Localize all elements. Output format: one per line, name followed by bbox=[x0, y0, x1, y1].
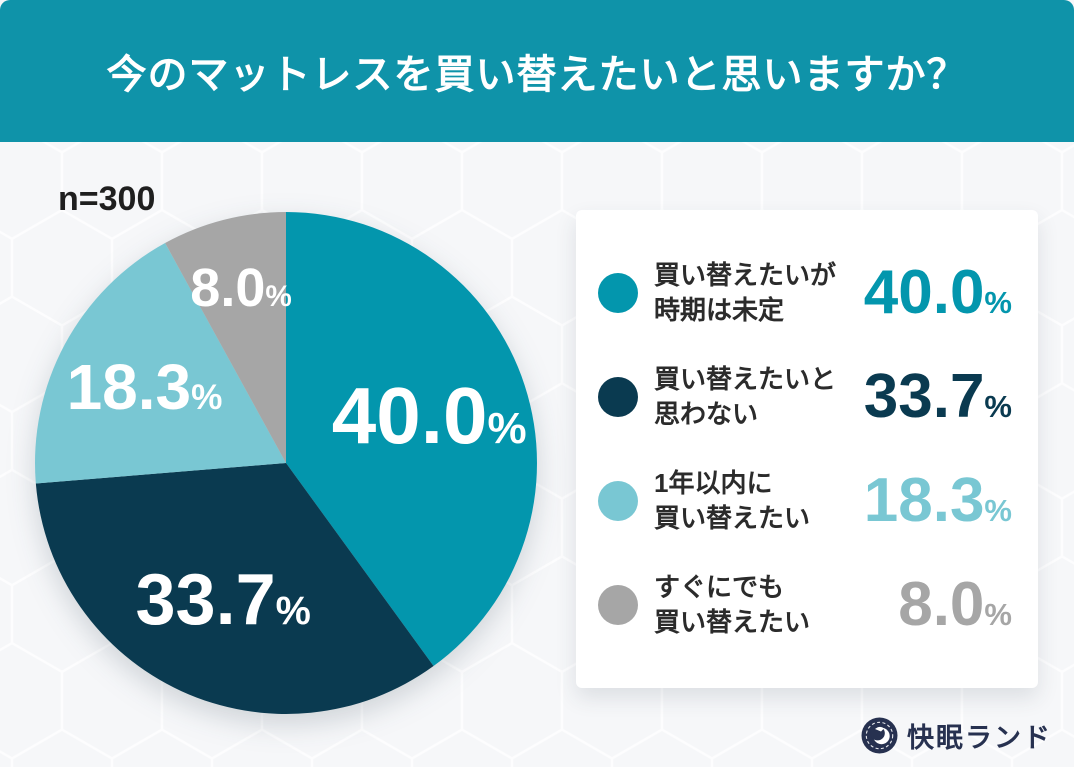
legend-label-line: 思わない bbox=[654, 398, 759, 429]
pie-slice bbox=[35, 243, 286, 484]
legend-label-line: 買い替えたい bbox=[654, 607, 811, 638]
legend-item-4: すぐにでも 買い替えたい 8.0% bbox=[598, 570, 1012, 640]
pie-slice bbox=[35, 463, 434, 714]
legend-card: 買い替えたいが 時期は未定 40.0% 買い替えたいと 思わない 33.7% 1… bbox=[576, 210, 1038, 688]
legend-label-line: 時期は未定 bbox=[654, 294, 785, 325]
legend-label-line: 買い替えたいと bbox=[654, 363, 837, 394]
legend-item-1: 買い替えたいが 時期は未定 40.0% bbox=[598, 258, 1012, 328]
legend-label: 買い替えたいと 思わない bbox=[654, 362, 864, 432]
page-title: 今のマットレスを買い替えたいと思いますか？ bbox=[106, 53, 968, 97]
legend-value: 40.0% bbox=[863, 257, 1012, 327]
pie-chart bbox=[35, 212, 537, 714]
pie-slice bbox=[165, 212, 286, 463]
legend-value: 33.7% bbox=[863, 361, 1012, 431]
legend-swatch-icon bbox=[598, 481, 638, 522]
legend-label-line: 買い替えたい bbox=[654, 503, 811, 534]
brand-logo-text: 快眠ランド bbox=[907, 723, 1052, 753]
legend-label-line: 1年以内に bbox=[654, 468, 773, 498]
legend-swatch-icon bbox=[598, 272, 638, 313]
legend-swatch-icon bbox=[598, 376, 638, 417]
legend-label-line: 買い替えたいが bbox=[654, 259, 837, 290]
legend-value: 18.3% bbox=[863, 466, 1012, 536]
sample-size-label: n=300 bbox=[58, 180, 156, 218]
legend-label: すぐにでも 買い替えたい bbox=[654, 570, 898, 640]
legend-swatch-icon bbox=[598, 585, 638, 626]
legend-value: 8.0% bbox=[898, 570, 1012, 640]
legend-item-3: 1年以内に 買い替えたい 18.3% bbox=[598, 466, 1012, 536]
legend-item-2: 買い替えたいと 思わない 33.7% bbox=[598, 362, 1012, 432]
header-banner: 今のマットレスを買い替えたいと思いますか？ bbox=[0, 0, 1074, 142]
legend-label-line: すぐにでも bbox=[654, 572, 785, 603]
pie-slice bbox=[286, 212, 537, 667]
legend-label: 買い替えたいが 時期は未定 bbox=[654, 258, 864, 328]
legend-label: 1年以内に 買い替えたい bbox=[654, 466, 864, 536]
moon-badge-icon bbox=[861, 717, 898, 754]
brand-logo: 快眠ランド bbox=[861, 716, 1052, 755]
